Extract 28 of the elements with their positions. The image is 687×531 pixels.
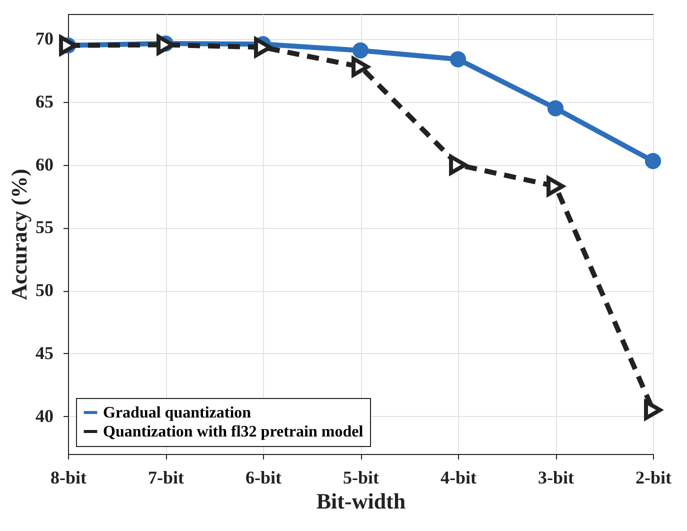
point <box>450 51 466 68</box>
x-tick-label: 3-bit <box>538 468 574 488</box>
y-axis-title: Accuracy (%) <box>6 168 32 300</box>
point <box>254 37 272 58</box>
y-tick-label: 55 <box>36 217 54 238</box>
point <box>644 153 662 170</box>
x-tick-label: 8-bit <box>50 468 87 488</box>
x-tick-label: 7-bit <box>148 468 184 488</box>
legend-label: Gradual quantization <box>103 404 252 422</box>
point <box>352 56 370 77</box>
point <box>547 100 564 116</box>
x-tick-label: 6-bit <box>246 468 282 488</box>
y-tick-label: 45 <box>36 342 54 363</box>
x-axis-title: Bit-width <box>316 488 406 514</box>
x-tick-label: 4-bit <box>440 468 477 488</box>
y-tick-label: 40 <box>36 406 54 426</box>
point <box>449 154 467 175</box>
y-tick-label: 65 <box>36 92 54 112</box>
y-tick-label: 50 <box>36 280 54 300</box>
point <box>156 34 174 55</box>
x-tick-label: 5-bit <box>343 468 380 488</box>
x-tick-label: 2-bit <box>636 468 672 488</box>
y-tick-label: 60 <box>36 154 54 174</box>
legend-label: Quantization with fl32 pretrain model <box>103 424 364 440</box>
point <box>546 176 564 196</box>
point <box>352 42 369 59</box>
point <box>644 400 662 420</box>
y-tick-label: 70 <box>36 28 54 49</box>
